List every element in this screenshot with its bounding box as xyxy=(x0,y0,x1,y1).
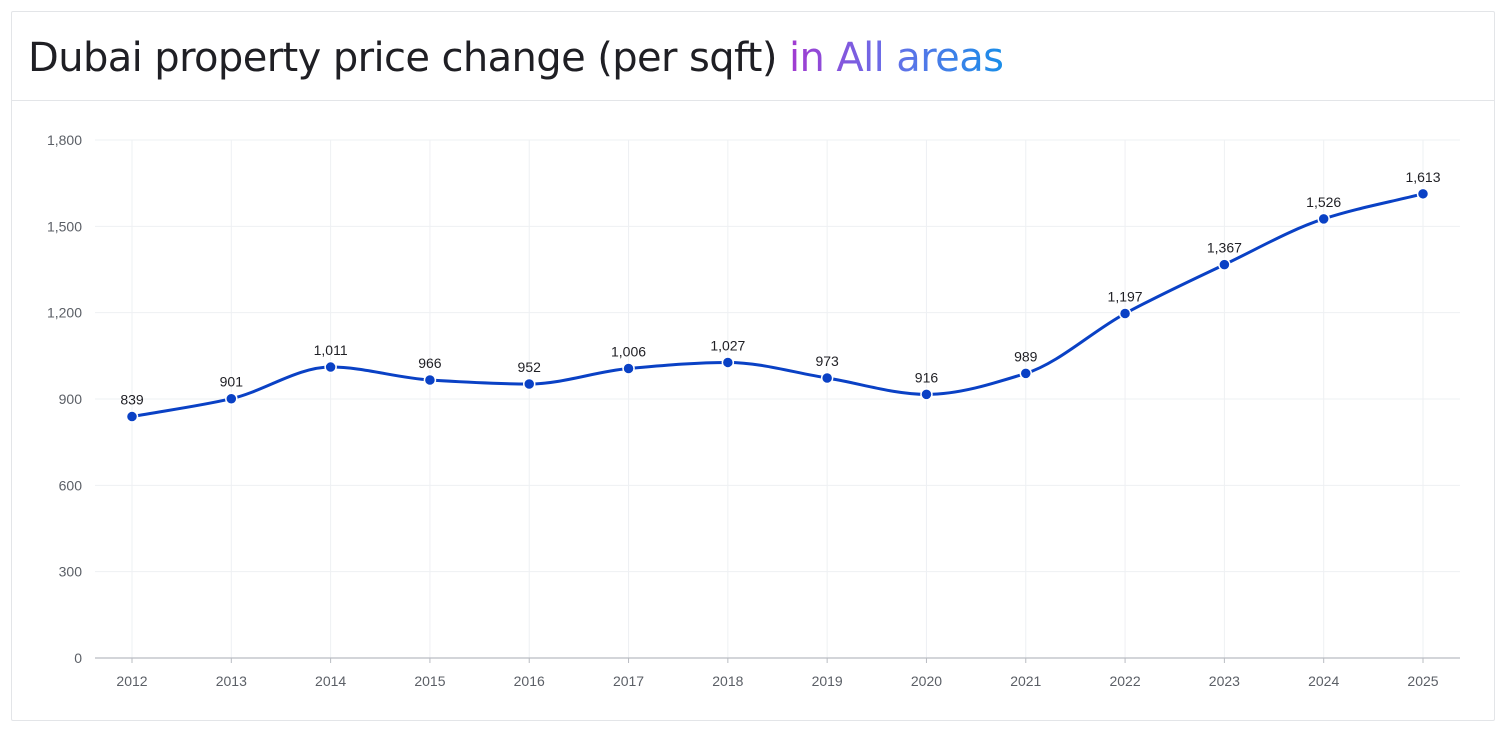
data-point xyxy=(820,371,834,385)
data-label: 973 xyxy=(815,353,839,369)
data-label: 1,011 xyxy=(314,342,348,358)
data-label: 1,027 xyxy=(710,337,745,353)
x-tick-label: 2017 xyxy=(613,673,644,689)
x-tick-label: 2016 xyxy=(514,673,545,689)
data-point xyxy=(1317,212,1330,226)
data-label: 989 xyxy=(1014,348,1038,364)
data-point xyxy=(423,373,437,387)
x-tick-label: 2022 xyxy=(1109,673,1140,689)
y-tick-label: 600 xyxy=(59,477,83,493)
data-label: 916 xyxy=(915,369,939,385)
title-prefix: Dubai property price change (per sqft) xyxy=(28,35,777,81)
chart-title: Dubai property price change (per sqft) i… xyxy=(28,32,1004,84)
chart-header: Dubai property price change (per sqft) i… xyxy=(12,12,1494,101)
y-tick-label: 1,200 xyxy=(47,305,82,321)
x-tick-label: 2014 xyxy=(315,673,346,689)
data-label: 839 xyxy=(120,392,144,408)
x-tick-label: 2019 xyxy=(812,673,843,689)
y-tick-label: 300 xyxy=(59,564,83,580)
data-point xyxy=(125,410,139,423)
data-point xyxy=(1118,307,1132,320)
series-line xyxy=(130,192,1425,419)
data-point xyxy=(920,388,933,401)
x-tick-label: 2012 xyxy=(116,673,147,689)
y-tick-label: 1,800 xyxy=(47,132,82,148)
data-label: 1,526 xyxy=(1306,194,1341,210)
y-tick-label: 1,500 xyxy=(47,218,82,234)
data-label: 1,197 xyxy=(1108,289,1143,305)
y-tick-label: 0 xyxy=(74,650,82,666)
data-point xyxy=(1019,367,1033,380)
data-label: 901 xyxy=(220,374,244,390)
chart-card: Dubai property price change (per sqft) i… xyxy=(11,11,1495,721)
x-tick-label: 2025 xyxy=(1407,673,1438,689)
x-tick-label: 2020 xyxy=(911,673,942,689)
x-tick-label: 2023 xyxy=(1209,673,1240,689)
data-label: 966 xyxy=(418,355,442,371)
data-label: 952 xyxy=(518,359,542,375)
x-tick-label: 2018 xyxy=(712,673,743,689)
data-label: 1,367 xyxy=(1207,240,1242,256)
data-point xyxy=(324,360,337,374)
y-tick-label: 900 xyxy=(59,391,83,407)
x-tick-label: 2015 xyxy=(414,673,445,689)
data-point xyxy=(721,356,735,369)
x-tick-label: 2021 xyxy=(1010,673,1041,689)
data-label: 1,613 xyxy=(1405,169,1440,185)
data-point xyxy=(225,392,238,405)
data-point xyxy=(622,362,635,375)
data-point xyxy=(522,377,536,391)
x-tick-label: 2013 xyxy=(216,673,247,689)
title-highlight: in All areas xyxy=(789,35,1004,81)
data-point xyxy=(1218,258,1231,271)
data-label: 1,006 xyxy=(611,343,646,359)
data-point xyxy=(1416,187,1430,201)
x-tick-label: 2024 xyxy=(1308,673,1339,689)
